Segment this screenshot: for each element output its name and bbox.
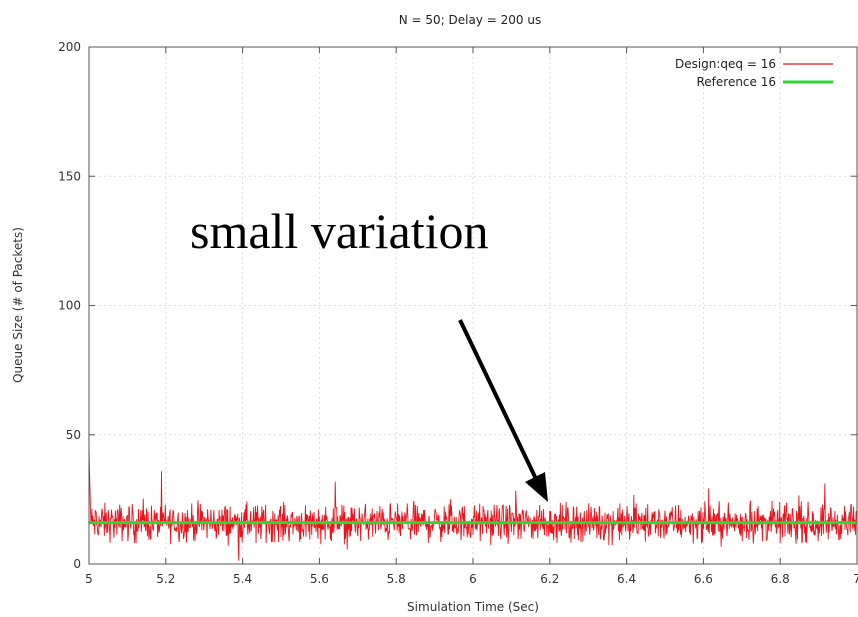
legend-label-reference: Reference 16 — [696, 75, 776, 89]
y-tick-label: 200 — [58, 40, 81, 54]
x-tick-label: 7 — [853, 572, 858, 586]
y-tick-label: 100 — [58, 299, 81, 313]
legend: Design:qeq = 16 Reference 16 — [675, 57, 833, 89]
axis-ticks: 5 5.2 5.4 5.6 5.8 6 6.2 6.4 6.6 6.8 7 0 50 100 150 200 — [58, 40, 858, 586]
y-tick-label: 150 — [58, 169, 81, 183]
y-tick-label: 50 — [66, 428, 81, 442]
x-tick-label: 5.8 — [387, 572, 406, 586]
annotation-arrow-shaft — [458, 319, 539, 482]
x-axis-title: Simulation Time (Sec) — [407, 600, 539, 614]
annotation-arrow-head — [525, 472, 548, 502]
chart-title: N = 50; Delay = 200 us — [399, 13, 541, 27]
x-tick-label: 5.2 — [156, 572, 175, 586]
x-tick-label: 6.8 — [771, 572, 790, 586]
x-tick-label: 5 — [85, 572, 93, 586]
x-tick-label: 6 — [469, 572, 477, 586]
legend-label-design: Design:qeq = 16 — [675, 57, 776, 71]
x-tick-label: 6.2 — [540, 572, 559, 586]
series-layer — [88, 447, 858, 561]
x-tick-label: 5.6 — [310, 572, 329, 586]
y-axis-title: Queue Size (# of Packets) — [11, 227, 25, 383]
x-tick-label: 6.4 — [617, 572, 636, 586]
annotation: small variation — [190, 203, 548, 502]
x-tick-label: 6.6 — [694, 572, 713, 586]
x-tick-label: 5.4 — [233, 572, 252, 586]
annotation-text: small variation — [190, 203, 489, 259]
grid-lines — [89, 47, 857, 564]
y-tick-label: 0 — [73, 557, 81, 571]
